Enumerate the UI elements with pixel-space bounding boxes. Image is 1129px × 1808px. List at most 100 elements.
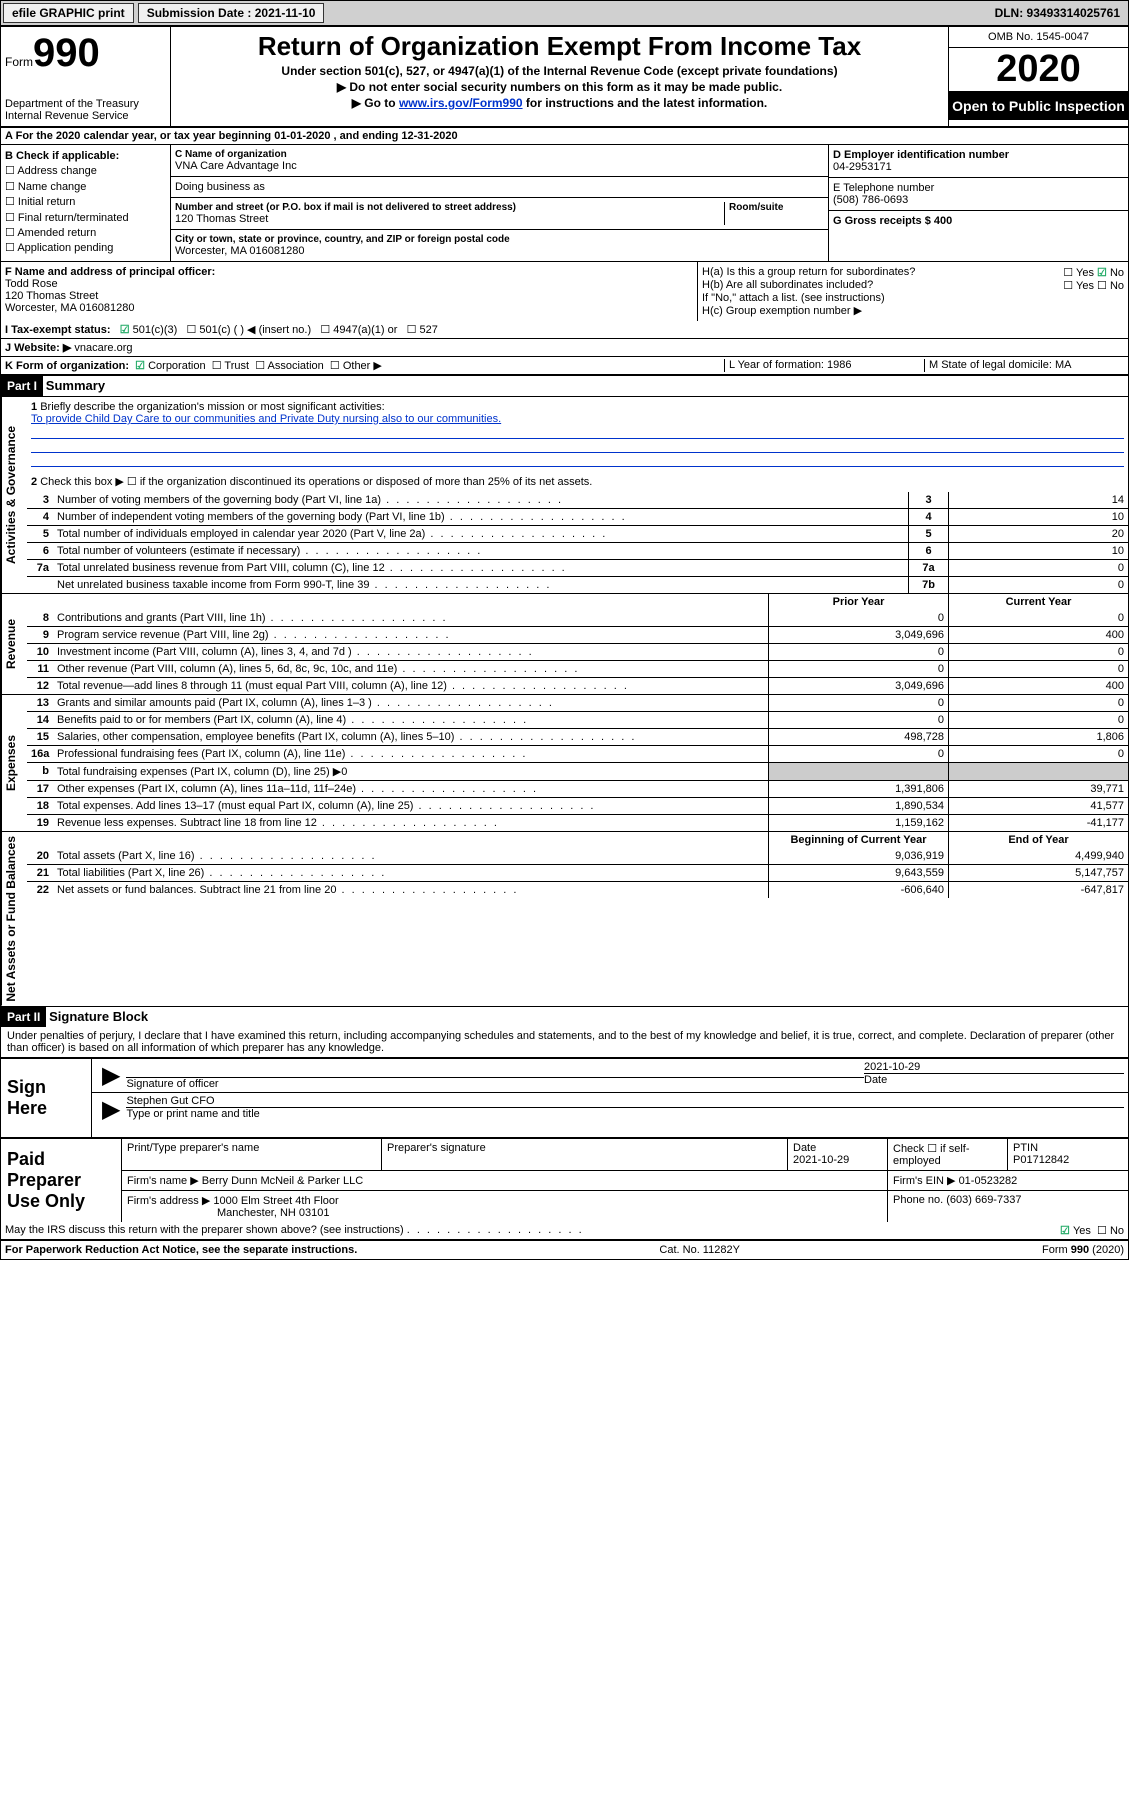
col-b-label: B Check if applicable: [5,149,166,164]
submission-date: 2021-11-10 [255,6,316,20]
org-name-label: C Name of organization [175,149,824,160]
chk-4947[interactable]: 4947(a)(1) or [320,324,397,336]
dba-cell: Doing business as [171,177,828,198]
line-k: K Form of organization: Corporation Trus… [1,357,1128,375]
mission-line [31,439,1124,453]
footer-right: Form 990 (2020) [1042,1244,1124,1256]
section-governance: Activities & Governance 1 Briefly descri… [1,396,1128,593]
form-number: 990 [33,31,100,75]
chk-name-change[interactable]: Name change [5,180,166,195]
city-label: City or town, state or province, country… [175,234,824,245]
paid-row-1: Print/Type preparer's name Preparer's si… [122,1139,1128,1171]
table-row: 17Other expenses (Part IX, column (A), l… [27,780,1128,797]
firm-addr1: 1000 Elm Street 4th Floor [213,1195,338,1207]
addr-label: Number and street (or P.O. box if mail i… [175,202,724,213]
prep-sig-label: Preparer's signature [382,1139,788,1170]
chk-527[interactable]: 527 [407,324,438,336]
q2: 2 Check this box ▶ ☐ if the organization… [27,471,1128,492]
table-row: 22Net assets or fund balances. Subtract … [27,881,1128,898]
part2-badge: Part II [1,1007,46,1027]
chk-initial-return[interactable]: Initial return [5,195,166,210]
form-label: Form [5,55,33,69]
paid-date-label: Date [793,1142,816,1154]
submission-button[interactable]: Submission Date : 2021-11-10 [138,3,325,23]
gross-cell: G Gross receipts $ 400 [829,211,1128,231]
hb-no[interactable]: No [1097,280,1124,292]
arrow-icon: ▶ [96,1095,126,1124]
section-revenue: Revenue Prior Year Current Year 8Contrib… [1,593,1128,694]
part2-title: Signature Block [49,1006,148,1027]
table-row: 21Total liabilities (Part X, line 26)9,6… [27,864,1128,881]
form-title: Return of Organization Exempt From Incom… [175,31,944,62]
col-f: F Name and address of principal officer:… [1,262,698,321]
hb-yes[interactable]: Yes [1063,280,1094,292]
block-bcd: B Check if applicable: Address change Na… [1,145,1128,261]
ein-cell: D Employer identification number 04-2953… [829,145,1128,178]
irs-link[interactable]: www.irs.gov/Form990 [399,96,523,110]
chk-address-change[interactable]: Address change [5,164,166,179]
submission-label: Submission Date : [147,6,252,20]
sign-block: Sign Here ▶ Signature of officer 2021-10… [1,1057,1128,1137]
header-right: OMB No. 1545-0047 2020 Open to Public In… [948,27,1128,126]
subtitle-3: ▶ Go to www.irs.gov/Form990 for instruct… [175,96,944,110]
part1-title: Summary [46,375,105,396]
ha-no[interactable]: No [1097,267,1124,279]
efile-button[interactable]: efile GRAPHIC print [3,3,134,23]
q1-num: 1 [31,401,37,413]
hb-label: H(b) Are all subordinates included? [702,279,873,292]
chk-application-pending[interactable]: Application pending [5,241,166,256]
addr: 120 Thomas Street [175,213,724,225]
discuss-no[interactable]: No [1097,1225,1124,1237]
tel-cell: E Telephone number (508) 786-0693 [829,178,1128,211]
arrow-icon: ▶ [96,1061,126,1090]
paid-row-3: Firm's address ▶ 1000 Elm Street 4th Flo… [122,1191,1128,1222]
table-row: 14Benefits paid to or for members (Part … [27,711,1128,728]
dln: DLN: 93493314025761 [995,6,1126,20]
table-row: 13Grants and similar amounts paid (Part … [27,695,1128,711]
sig-date-label: Date [864,1073,1124,1086]
chk-assoc[interactable]: Association [255,360,324,372]
ptin-label: PTIN [1013,1142,1038,1154]
section-netassets: Net Assets or Fund Balances Beginning of… [1,831,1128,1006]
footer-left: For Paperwork Reduction Act Notice, see … [5,1244,357,1256]
net-header: Beginning of Current Year End of Year [27,832,1128,848]
addr-cell: Number and street (or P.O. box if mail i… [171,198,828,230]
officer-addr1: 120 Thomas Street [5,290,693,302]
header-left: Form990 Department of the Treasury Inter… [1,27,171,126]
chk-final-return[interactable]: Final return/terminated [5,211,166,226]
sig-line-2: ▶ Stephen Gut CFO Type or print name and… [92,1093,1128,1126]
tel: (508) 786-0693 [833,194,1124,206]
header: Form990 Department of the Treasury Inter… [1,27,1128,128]
exp-rows: 13Grants and similar amounts paid (Part … [27,695,1128,831]
chk-trust[interactable]: Trust [212,360,249,372]
chk-501c3[interactable]: 501(c)(3) [120,324,178,336]
sidelabel-revenue: Revenue [1,594,27,694]
tel-label: E Telephone number [833,182,1124,194]
goto-pre: ▶ Go to [352,96,399,110]
firm-phone-label: Phone no. [893,1194,943,1206]
sig-date: 2021-10-29 [864,1061,1124,1073]
omb-number: OMB No. 1545-0047 [949,27,1128,48]
chk-501c[interactable]: 501(c) ( ) ◀ (insert no.) [186,324,311,336]
prep-name-label: Print/Type preparer's name [122,1139,382,1170]
ha-yes[interactable]: Yes [1063,267,1094,279]
dba-label: Doing business as [175,181,824,193]
chk-other[interactable]: Other ▶ [330,360,382,372]
chk-amended-return[interactable]: Amended return [5,226,166,241]
paid-row-2: Firm's name ▶ Berry Dunn McNeil & Parker… [122,1171,1128,1191]
chk-corp[interactable]: Corporation [135,360,205,372]
table-row: 20Total assets (Part X, line 16)9,036,91… [27,848,1128,864]
discuss-yes[interactable]: Yes [1060,1225,1091,1237]
table-row: 8Contributions and grants (Part VIII, li… [27,610,1128,626]
col-prior: Prior Year [768,594,948,610]
q1-mission: To provide Child Day Care to our communi… [31,413,501,425]
paid-label: Paid Preparer Use Only [1,1139,121,1222]
footer: For Paperwork Reduction Act Notice, see … [1,1240,1128,1259]
self-emp-label: Check ☐ if self-employed [888,1139,1008,1170]
ha-label: H(a) Is this a group return for subordin… [702,266,915,279]
officer-label: F Name and address of principal officer: [5,266,693,278]
topbar: efile GRAPHIC print Submission Date : 20… [0,0,1129,26]
firm-name-label: Firm's name ▶ [127,1175,199,1187]
ptin: P01712842 [1013,1154,1069,1166]
line-j: J Website: ▶ vnacare.org [1,339,1128,357]
